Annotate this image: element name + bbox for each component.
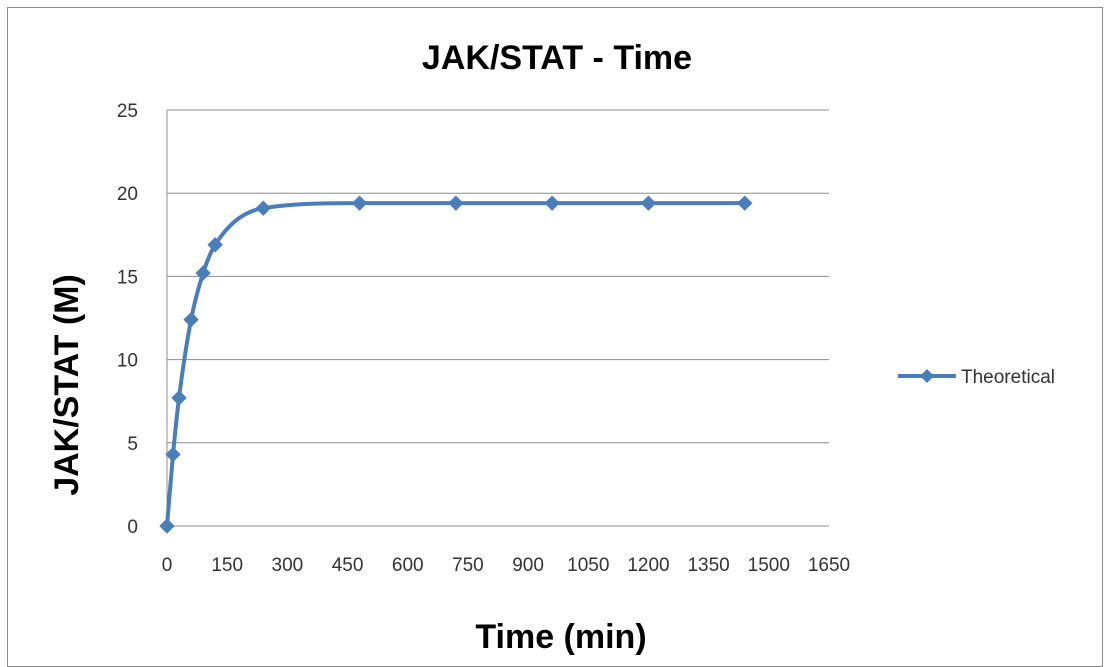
x-tick-label: 1050 [567, 555, 609, 576]
y-tick-labels: 0 5 10 15 20 25 [117, 101, 138, 538]
x-axis-title: Time (min) [475, 618, 646, 656]
x-tick-label: 1200 [627, 555, 669, 576]
x-tick-label: 750 [452, 555, 484, 576]
data-point [255, 200, 271, 216]
y-axis-title: JAK/STAT (M) [48, 274, 86, 496]
x-tick-label: 1350 [687, 555, 729, 576]
x-tick-labels: 0 150 300 450 600 750 900 1050 1200 1350 1500 1650 [162, 555, 850, 576]
y-tick-label: 0 [127, 517, 138, 538]
y-tick-label: 20 [117, 184, 138, 205]
data-point [195, 265, 211, 281]
x-tick-label: 1650 [808, 555, 850, 576]
x-tick-label: 450 [332, 555, 364, 576]
x-tick-label: 600 [392, 555, 424, 576]
series-line-theoretical [165, 201, 747, 528]
y-tick-label: 5 [127, 434, 138, 455]
legend-label-theoretical: Theoretical [961, 367, 1055, 388]
data-point [351, 195, 368, 211]
data-point [171, 390, 187, 406]
data-point [207, 237, 223, 253]
chart-title: JAK/STAT - Time [422, 39, 692, 77]
data-point [737, 195, 753, 211]
data-point [183, 311, 199, 328]
x-tick-label: 900 [512, 555, 544, 576]
data-point [640, 195, 657, 211]
legend-marker-theoretical [920, 369, 934, 383]
series-group [159, 195, 753, 534]
x-tick-label: 150 [211, 555, 243, 576]
x-tick-label: 300 [272, 555, 304, 576]
y-tick-label: 10 [117, 351, 138, 372]
legend: Theoretical [898, 367, 1055, 388]
y-tick-label: 15 [117, 267, 138, 288]
x-tick-label: 1500 [748, 555, 790, 576]
x-tick-label: 0 [162, 555, 173, 576]
gridlines [167, 109, 829, 444]
data-point [544, 195, 560, 211]
data-point [448, 195, 464, 211]
y-tick-label: 25 [117, 101, 138, 122]
axes [166, 110, 829, 527]
data-point [159, 518, 175, 534]
data-point [165, 446, 181, 463]
